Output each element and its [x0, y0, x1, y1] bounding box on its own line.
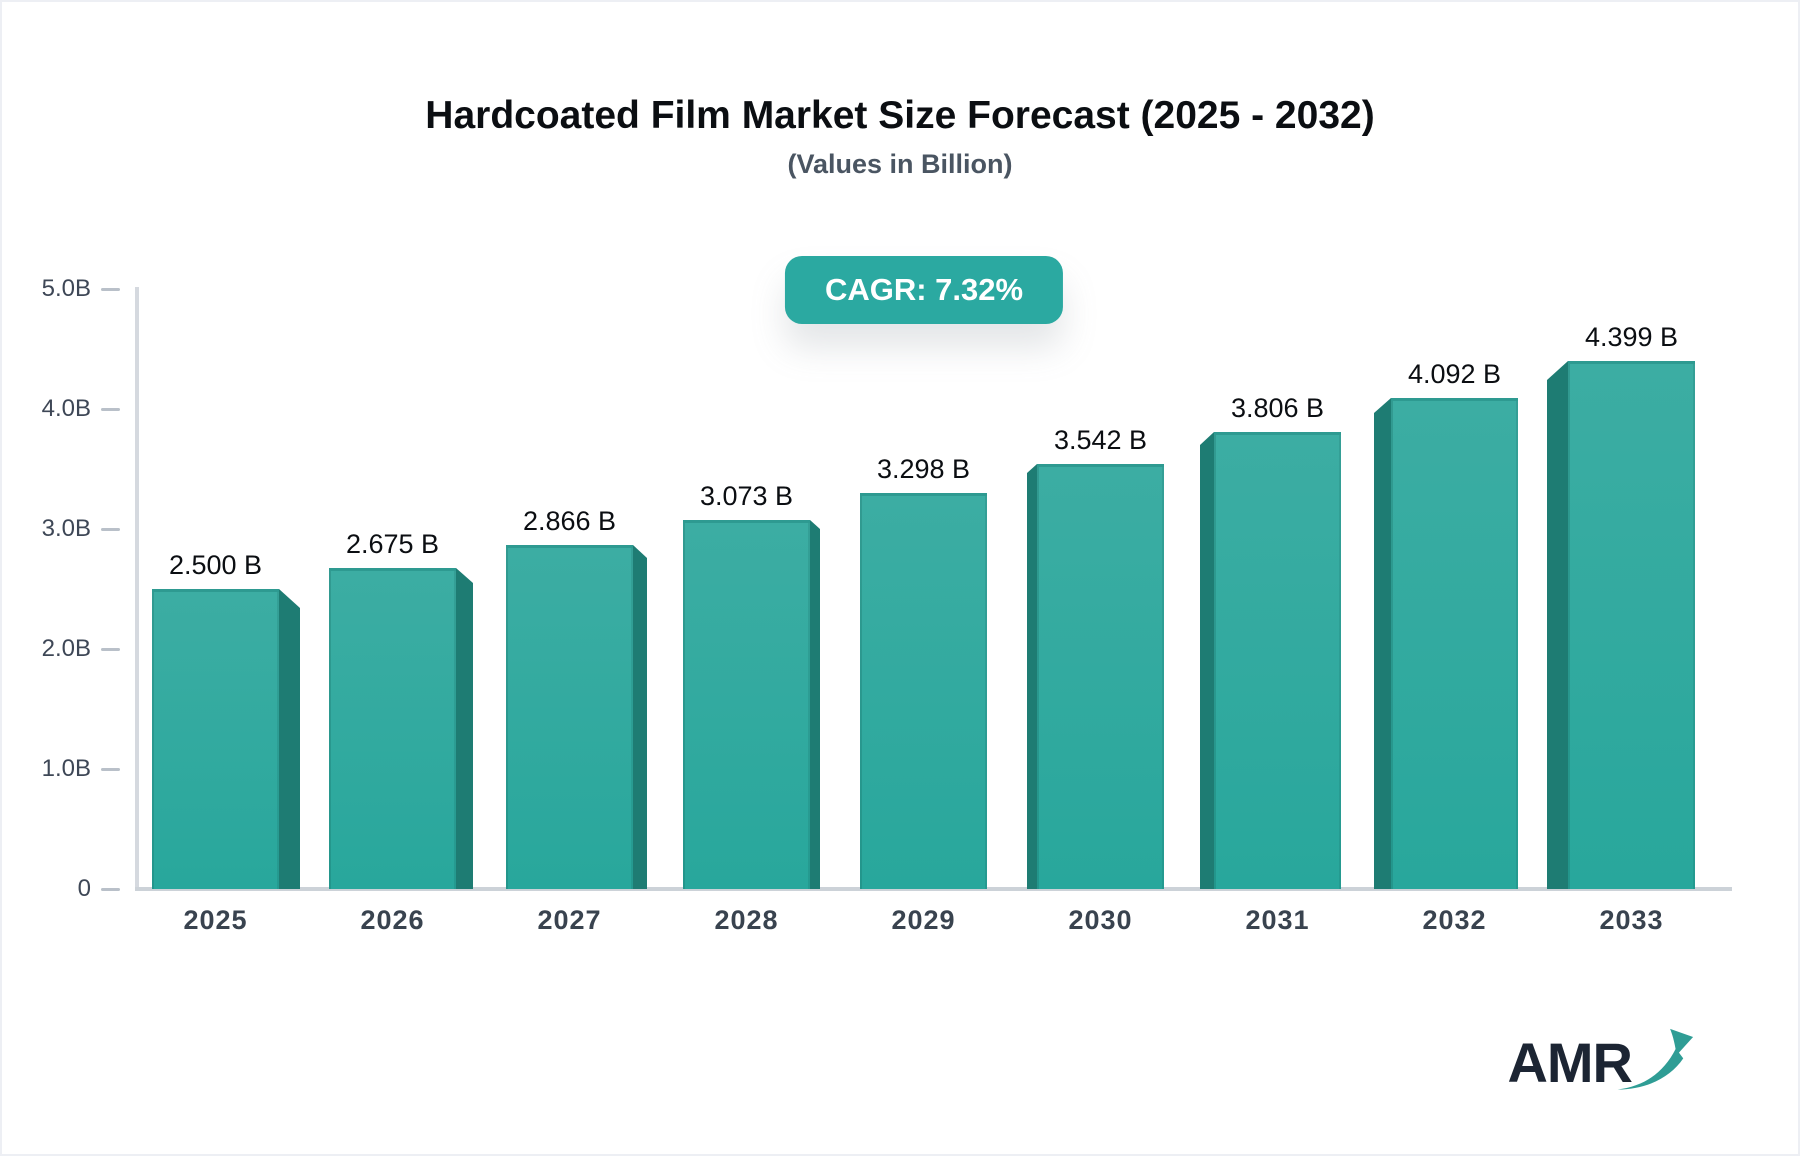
bar-value-label: 2.500 B	[168, 550, 263, 580]
bar-side-face	[1027, 464, 1037, 889]
bar-2032: 4.092 B	[1374, 359, 1518, 889]
y-tick-0: 0	[21, 874, 120, 904]
cagr-badge: CAGR: 7.32%	[784, 256, 1064, 324]
bar-face	[506, 545, 633, 889]
bar-2027: 2.866 B	[506, 506, 647, 889]
bar-value-label: 4.092 B	[1407, 359, 1502, 389]
bar-2033: 4.399 B	[1547, 322, 1695, 889]
bar-face	[1214, 432, 1341, 889]
bar-side-face	[1200, 432, 1214, 889]
x-axis-label-2025: 2025	[183, 905, 248, 935]
bar-face	[329, 568, 456, 889]
bar-face	[860, 493, 987, 889]
bar-side-face	[633, 545, 647, 889]
bar-side-face	[279, 589, 300, 889]
bar-side-face	[456, 568, 473, 889]
y-tick-label: 2.0B	[41, 635, 91, 662]
chart-subtitle: (Values in Billion)	[787, 149, 1013, 179]
bar-value-label: 2.866 B	[522, 506, 617, 536]
y-tick-3.0B: 3.0B	[21, 514, 120, 544]
x-axis-label-2032: 2032	[1422, 905, 1487, 935]
bar-face	[1391, 398, 1518, 889]
bar-2026: 2.675 B	[329, 529, 473, 889]
bar-face	[683, 520, 810, 889]
bar-2030: 3.542 B	[1027, 425, 1164, 889]
bar-side-face	[1547, 361, 1568, 889]
bar-2028: 3.073 B	[683, 481, 820, 889]
y-axis-line	[135, 287, 139, 891]
y-tick-1.0B: 1.0B	[21, 754, 120, 784]
x-axis-label-2030: 2030	[1068, 905, 1133, 935]
bar-value-label: 2.675 B	[345, 529, 440, 559]
y-tick-mark	[101, 647, 120, 651]
growth-arrow-icon	[1617, 1028, 1694, 1090]
bar-2025: 2.500 B	[152, 550, 300, 889]
bar-side-face	[1374, 398, 1391, 889]
bar-value-label: 3.073 B	[699, 481, 794, 511]
y-tick-mark	[101, 527, 120, 531]
y-tick-label: 5.0B	[41, 275, 91, 302]
y-tick-5.0B: 5.0B	[21, 274, 120, 304]
chart-title: Hardcoated Film Market Size Forecast (20…	[425, 94, 1375, 137]
y-tick-label: 0	[77, 875, 91, 902]
bar-value-label: 4.399 B	[1584, 322, 1679, 352]
y-tick-mark	[101, 287, 120, 291]
bar-face	[152, 589, 279, 889]
amr-logo-text: AMR	[1507, 1031, 1633, 1094]
y-tick-label: 3.0B	[41, 515, 91, 542]
bar-face	[1568, 361, 1695, 889]
y-tick-mark	[101, 767, 120, 771]
x-axis-label-2031: 2031	[1245, 905, 1310, 935]
x-axis-line	[135, 887, 1732, 891]
x-axis-label-2029: 2029	[891, 905, 956, 935]
y-tick-label: 1.0B	[41, 755, 91, 782]
x-axis-label-2027: 2027	[537, 905, 602, 935]
bar-2031: 3.806 B	[1200, 393, 1341, 889]
y-tick-2.0B: 2.0B	[21, 634, 120, 664]
x-axis-label-2026: 2026	[360, 905, 425, 935]
y-tick-mark	[101, 887, 120, 891]
plot-area: 5.0B 4.0B 3.0B 2.0B 1.0B 0 2.500 B 2025 2.675 B 2…	[2, 275, 1798, 935]
x-axis-label-2033: 2033	[1599, 905, 1664, 935]
bar-value-label: 3.298 B	[876, 454, 971, 484]
y-tick-label: 4.0B	[41, 395, 91, 422]
bar-side-face	[810, 520, 820, 889]
x-axis-label-2028: 2028	[714, 905, 779, 935]
bar-2029: 3.298 B	[860, 454, 987, 889]
bar-value-label: 3.542 B	[1053, 425, 1148, 455]
amr-logo: AMR	[1507, 1028, 1698, 1095]
bar-value-label: 3.806 B	[1230, 393, 1325, 423]
y-tick-4.0B: 4.0B	[21, 394, 120, 424]
bar-face	[1037, 464, 1164, 889]
y-tick-mark	[101, 407, 120, 411]
